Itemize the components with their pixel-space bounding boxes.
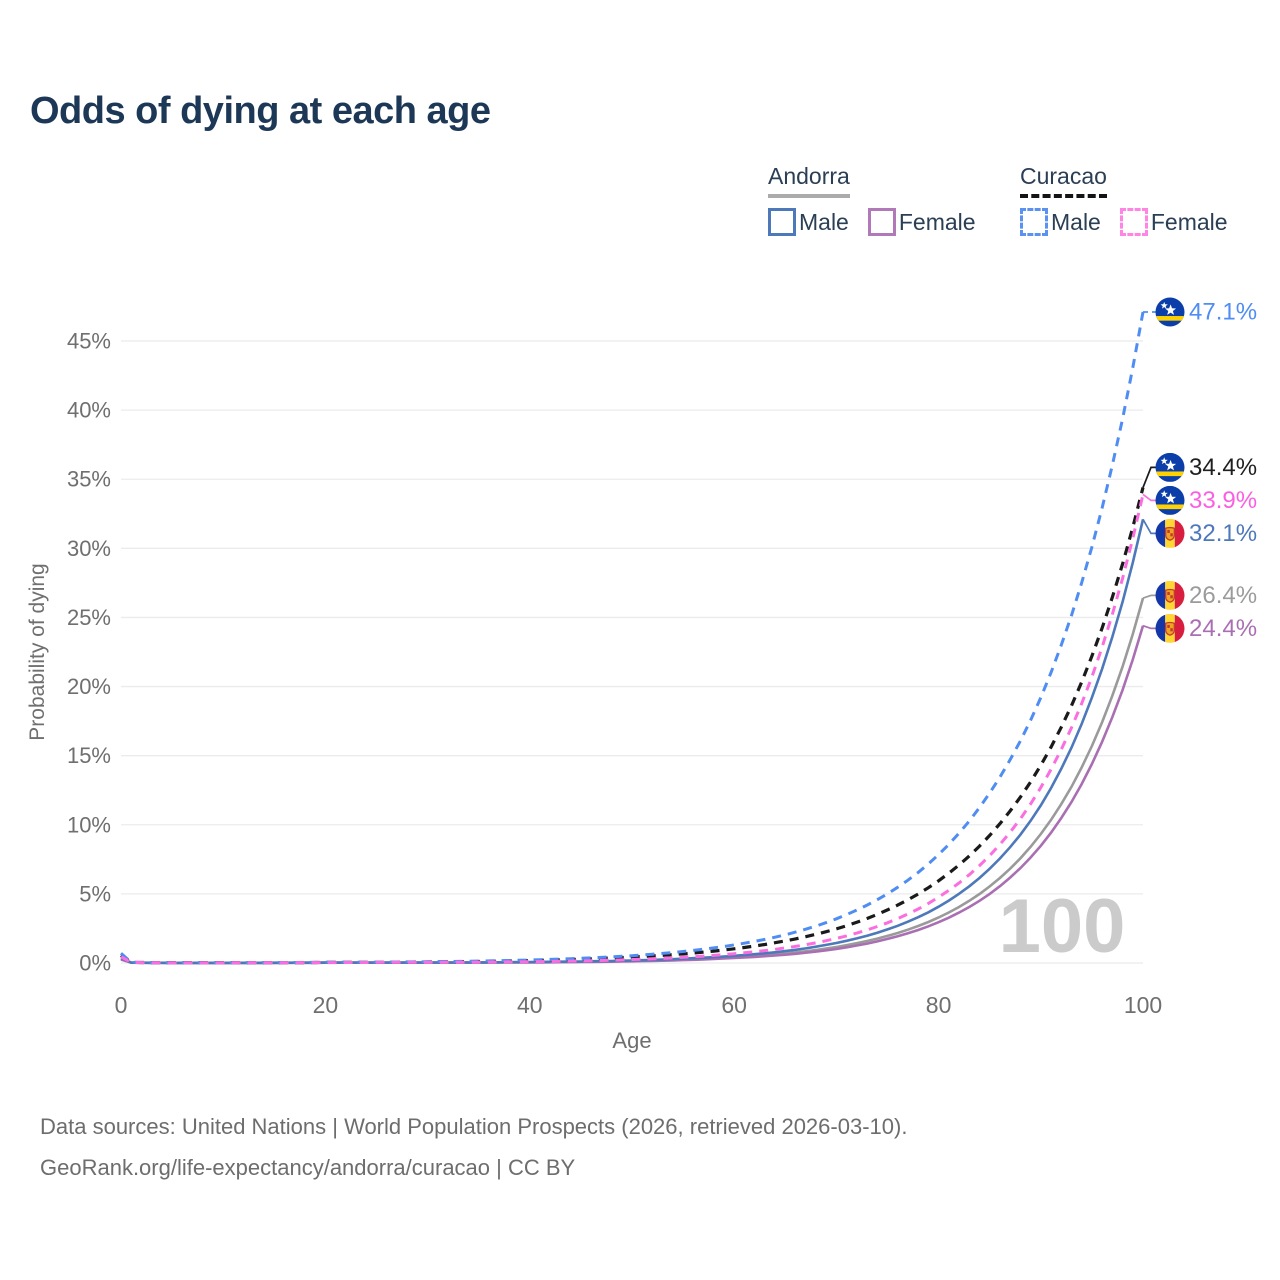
legend-group-andorra: Andorra Male Female <box>768 163 976 236</box>
legend-item-label: Female <box>898 208 976 235</box>
x-tick-label: 0 <box>115 992 128 1018</box>
y-tick-label: 5% <box>79 881 111 906</box>
end-value-label-andorra-male: 32.1% <box>1189 520 1257 547</box>
y-axis-title: Probability of dying <box>26 563 49 740</box>
end-value-label-curacao-female: 33.9% <box>1189 487 1257 514</box>
series-line-andorra-total[interactable] <box>120 597 1145 965</box>
line-style-swatch <box>867 208 896 236</box>
legend-item-label: Female <box>1150 208 1228 235</box>
legend-item-andorra-female[interactable]: Female <box>867 208 976 236</box>
andorra-flag-icon <box>1155 518 1185 548</box>
x-tick-label: 100 <box>1124 992 1162 1018</box>
legend-item-label: Male <box>799 208 849 235</box>
label-leader-line <box>1142 594 1156 599</box>
y-tick-label: 20% <box>67 674 111 699</box>
legend-item-label: Male <box>1051 208 1101 235</box>
series-line-curacao-total[interactable] <box>120 487 1145 965</box>
y-tick-label: 30% <box>67 536 111 561</box>
x-tick-label: 80 <box>926 992 952 1018</box>
legend-group-curacao: Curacao Male Female <box>1020 163 1228 236</box>
line-style-swatch <box>1020 208 1048 236</box>
y-tick-label: 15% <box>67 743 111 768</box>
y-tick-label: 0% <box>79 951 111 976</box>
andorra-flag-icon <box>1155 580 1185 610</box>
line-style-swatch <box>1119 208 1148 236</box>
x-tick-label: 60 <box>721 992 747 1018</box>
legend-row: Male Female <box>1020 208 1228 236</box>
end-value-label-andorra-female: 24.4% <box>1189 615 1257 642</box>
y-tick-label: 40% <box>67 398 111 423</box>
x-axis-title: Age <box>612 1028 651 1053</box>
data-sources-line: Data sources: United Nations | World Pop… <box>40 1114 908 1139</box>
label-leader-line <box>1142 624 1156 630</box>
label-leader-line <box>1142 518 1156 535</box>
legend-item-curacao-female[interactable]: Female <box>1119 208 1228 236</box>
curacao-flag-icon <box>1155 485 1185 515</box>
y-tick-label: 10% <box>67 812 111 837</box>
attribution-line: GeoRank.org/life-expectancy/andorra/cura… <box>40 1155 576 1180</box>
legend-group-header[interactable]: Andorra <box>768 163 850 198</box>
y-tick-label: 35% <box>67 467 111 492</box>
page-title: Odds of dying at each age <box>30 90 491 132</box>
andorra-flag-icon <box>1155 613 1185 643</box>
label-leader-line <box>1142 466 1156 488</box>
legend-group-header[interactable]: Curacao <box>1020 163 1107 198</box>
legend-row: Male Female <box>768 208 976 236</box>
end-value-label-andorra-total: 26.4% <box>1189 582 1257 609</box>
line-style-swatch <box>768 208 796 236</box>
curacao-flag-icon <box>1155 452 1185 482</box>
series-line-andorra-male[interactable] <box>120 519 1145 965</box>
legend-item-curacao-male[interactable]: Male <box>1020 208 1101 236</box>
y-tick-label: 45% <box>67 329 111 354</box>
label-leader-line <box>1142 493 1156 502</box>
footer: Data sources: United Nations | World Pop… <box>40 1106 907 1188</box>
series-line-curacao-male[interactable] <box>120 311 1145 965</box>
legend-item-andorra-male[interactable]: Male <box>768 208 849 236</box>
y-tick-label: 25% <box>67 605 111 630</box>
end-value-label-curacao-total: 34.4% <box>1189 454 1257 481</box>
x-tick-label: 40 <box>517 992 543 1018</box>
legend: Andorra Male Female Curacao Male <box>0 163 1280 253</box>
age-watermark: 100 <box>999 884 1126 969</box>
curacao-flag-icon <box>1155 297 1185 327</box>
end-value-label-curacao-male: 47.1% <box>1189 298 1257 325</box>
series-line-andorra-female[interactable] <box>120 625 1145 965</box>
x-tick-label: 20 <box>313 992 339 1018</box>
series-line-curacao-female[interactable] <box>120 494 1145 965</box>
